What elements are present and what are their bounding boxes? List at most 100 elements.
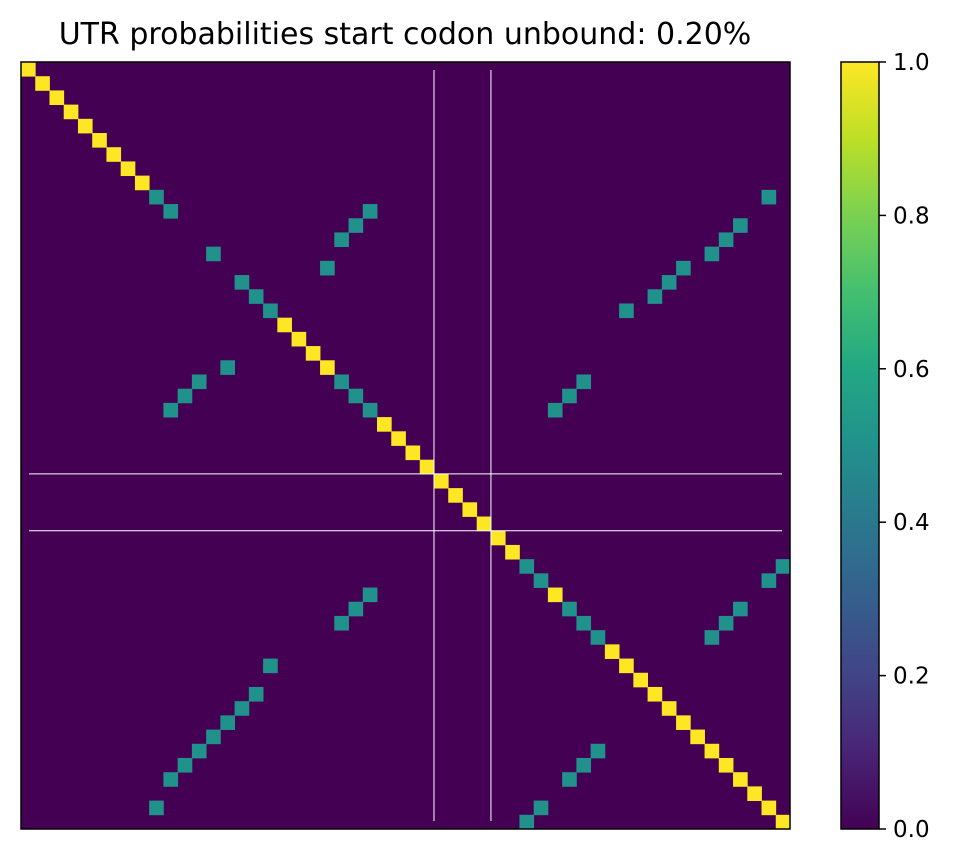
heatmap-cell	[263, 658, 278, 674]
heatmap-cell	[320, 260, 335, 276]
heatmap-cell	[63, 104, 79, 120]
heatmap-cell	[305, 346, 321, 361]
heatmap-cell	[661, 275, 677, 290]
heatmap-cell	[704, 246, 720, 262]
heatmap-cell	[35, 76, 50, 91]
heatmap-cell	[519, 559, 535, 574]
colorbar-frame	[840, 61, 880, 830]
heatmap-cell	[747, 786, 762, 801]
colorbar-tick-label: 0.0	[893, 817, 930, 843]
heatmap-cell	[533, 573, 549, 588]
heatmap-cell	[676, 260, 691, 276]
heatmap-cells	[21, 62, 791, 830]
heatmap-cell	[462, 502, 478, 517]
heatmap-cell	[234, 701, 250, 716]
heatmap-cell	[177, 388, 193, 404]
heatmap-cell	[220, 360, 236, 375]
heatmap-cell	[291, 331, 307, 347]
plot-frame	[20, 61, 791, 830]
heatmap-cell	[348, 388, 364, 404]
heatmap-cell	[220, 715, 236, 730]
heatmap-cell	[277, 317, 292, 333]
heatmap-cell	[576, 374, 592, 390]
heatmap-cell	[163, 772, 179, 787]
heatmap-cell	[533, 800, 549, 816]
heatmap-cell	[676, 715, 691, 730]
heatmap-cell	[106, 147, 122, 162]
heatmap-cell	[576, 615, 592, 631]
heatmap-cell	[234, 275, 250, 290]
colorbar-tick-label: 0.4	[893, 510, 930, 536]
heatmap-cell	[590, 743, 606, 759]
heatmap-cell	[619, 658, 634, 674]
heatmap-cell	[704, 630, 720, 645]
heatmap-cell	[77, 118, 93, 134]
heatmap-cell	[405, 445, 421, 461]
heatmap-cell	[191, 374, 207, 390]
heatmap-cell	[562, 388, 577, 404]
heatmap-cell	[775, 559, 791, 574]
heatmap-plot-area	[20, 61, 791, 830]
colorbar-tick-label: 1.0	[893, 50, 930, 76]
heatmap-cell	[775, 814, 791, 830]
heatmap-cell	[177, 757, 193, 773]
heatmap-cell	[206, 729, 221, 745]
heatmap-cell	[134, 175, 150, 191]
heatmap-cell	[163, 204, 179, 219]
heatmap-cell	[362, 204, 378, 219]
heatmap-cell	[92, 133, 107, 148]
heatmap-cell	[490, 530, 506, 546]
heatmap-cell	[733, 601, 748, 617]
colorbar-tick-label: 0.6	[893, 357, 930, 383]
heatmap-cell	[718, 615, 734, 631]
heatmap-cell	[320, 360, 335, 375]
heatmap-cell	[505, 544, 520, 560]
heatmap-cell	[547, 587, 563, 603]
heatmap-cell	[647, 289, 663, 304]
colorbar-gradient	[841, 62, 879, 829]
heatmap-cell	[149, 800, 164, 816]
heatmap-cell	[547, 402, 563, 418]
heatmap-cell	[49, 90, 65, 106]
heatmap-cell	[761, 573, 777, 588]
heatmap-cell	[448, 488, 463, 503]
heatmap-cell	[619, 303, 634, 319]
heatmap-cell	[690, 729, 705, 745]
heatmap-cell	[149, 189, 164, 205]
heatmap-cell	[391, 431, 406, 446]
heatmap-cell	[248, 686, 264, 702]
marker-guide-lines	[29, 70, 782, 821]
colorbar-tick-label: 0.8	[893, 203, 930, 229]
heatmap-cell	[206, 246, 221, 262]
heatmap-cell	[263, 303, 278, 319]
heatmap-cell	[562, 772, 577, 787]
heatmap-cell	[633, 672, 648, 688]
heatmap-cell	[21, 62, 36, 77]
heatmap-cell	[647, 686, 663, 702]
colorbar: 0.0 0.2 0.4 0.6 0.8 1.0	[840, 50, 930, 843]
heatmap-cell	[348, 601, 364, 617]
heatmap-cell	[761, 189, 777, 205]
heatmap-cell	[761, 800, 777, 816]
heatmap-cell	[733, 218, 748, 233]
heatmap-cell	[718, 232, 734, 248]
heatmap-cell	[590, 630, 606, 645]
heatmap-cell	[362, 587, 378, 603]
heatmap-cell	[377, 417, 392, 432]
heatmap-cell	[191, 743, 207, 759]
heatmap-cell	[334, 374, 349, 390]
heatmap-cell	[362, 402, 378, 418]
heatmap-cell	[519, 814, 535, 830]
heatmap-cell	[704, 743, 720, 759]
heatmap-cell	[733, 772, 748, 787]
colorbar-ticks: 0.0 0.2 0.4 0.6 0.8 1.0	[879, 50, 930, 843]
heatmap-cell	[718, 757, 734, 773]
colorbar-tick-label: 0.2	[893, 664, 930, 690]
heatmap-cell	[334, 615, 349, 631]
heatmap-cell	[562, 601, 577, 617]
heatmap-cell	[433, 473, 449, 489]
heatmap-cell	[120, 161, 136, 177]
heatmap-cell	[661, 701, 677, 716]
heatmap-cell	[348, 218, 364, 233]
heatmap-cell	[163, 402, 179, 418]
